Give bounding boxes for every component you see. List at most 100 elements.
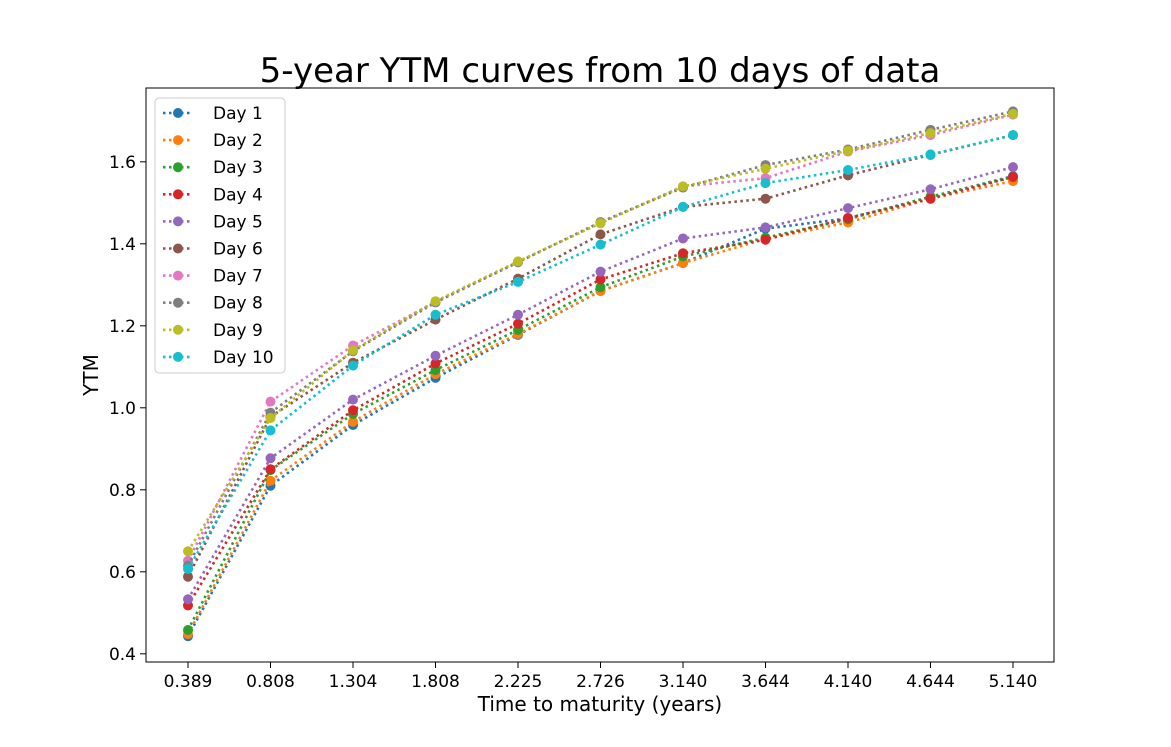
- legend-marker: [173, 243, 183, 254]
- x-tick-label: 0.808: [246, 672, 295, 692]
- data-point: [843, 145, 853, 156]
- chart-title: 5-year YTM curves from 10 days of data: [260, 51, 941, 91]
- data-point: [843, 212, 853, 223]
- data-point: [678, 248, 688, 259]
- series-9: [183, 108, 1018, 557]
- series-7: [183, 109, 1018, 566]
- series-line: [186, 112, 1014, 552]
- series-10: [183, 130, 1018, 574]
- data-point: [265, 425, 276, 436]
- legend-label: Day 10: [213, 348, 274, 368]
- data-point: [760, 193, 771, 204]
- series-line: [186, 175, 1014, 631]
- data-point: [760, 178, 771, 189]
- x-tick-label: 1.304: [329, 672, 378, 692]
- data-point: [595, 266, 606, 277]
- legend-marker: [173, 162, 183, 173]
- legend-item: Day 2: [163, 131, 263, 151]
- data-point: [348, 360, 358, 371]
- data-point: [348, 416, 358, 427]
- x-tick-label: 0.389: [164, 672, 213, 692]
- legend-label: Day 3: [213, 158, 263, 178]
- series-line: [186, 113, 1014, 562]
- data-point: [265, 413, 276, 424]
- x-tick-label: 2.726: [576, 672, 625, 692]
- data-point: [843, 165, 853, 175]
- series-line: [186, 133, 1014, 570]
- series-5: [183, 162, 1018, 605]
- data-point: [595, 229, 606, 240]
- x-tick-label: 4.140: [824, 672, 873, 692]
- x-tick-label: 3.644: [741, 672, 790, 692]
- data-point: [595, 218, 606, 229]
- data-point: [183, 571, 193, 582]
- data-point: [513, 276, 523, 287]
- data-point: [265, 464, 276, 475]
- data-point: [513, 309, 523, 320]
- data-point: [678, 201, 688, 212]
- data-point: [183, 546, 193, 557]
- legend-item: Day 10: [163, 348, 274, 368]
- data-point: [760, 163, 771, 174]
- y-axis-label: YTM: [79, 354, 103, 397]
- data-point: [843, 203, 853, 214]
- data-point: [430, 358, 441, 369]
- plot-layer: 0.389 0.808 1.304 1.808 2.225 2.726 3.140 3.644…: [109, 87, 1055, 692]
- series-line: [186, 110, 1014, 567]
- data-point: [513, 256, 523, 267]
- data-point: [348, 405, 358, 416]
- x-axis-label: Time to maturity (years): [477, 692, 722, 716]
- data-point: [265, 475, 276, 486]
- data-point: [183, 594, 193, 605]
- data-point: [183, 625, 193, 636]
- x-tick-label: 5.140: [989, 672, 1038, 692]
- data-point: [678, 233, 688, 244]
- legend-marker: [173, 351, 183, 362]
- data-point: [348, 394, 358, 405]
- legend-marker: [173, 108, 183, 118]
- data-point: [1008, 171, 1018, 182]
- legend-item: Day 1: [163, 104, 263, 124]
- legend-label: Day 5: [213, 212, 263, 232]
- legend-item: Day 7: [163, 267, 263, 287]
- data-point: [183, 563, 193, 574]
- data-point: [678, 181, 688, 192]
- legend-label: Day 6: [213, 240, 263, 260]
- y-tick-label: 0.4: [109, 645, 136, 665]
- legend-marker: [173, 324, 183, 335]
- y-tick-label: 1.4: [109, 235, 136, 255]
- legend-item: Day 6: [163, 240, 263, 260]
- x-tick-label: 3.140: [659, 672, 708, 692]
- data-point: [760, 234, 771, 245]
- legend-label: Day 2: [213, 131, 263, 151]
- legend-item: Day 4: [163, 185, 263, 205]
- data-point: [595, 282, 606, 293]
- legend-marker: [173, 135, 183, 146]
- y-tick-label: 0.8: [109, 481, 136, 501]
- legend-label: Day 8: [213, 294, 263, 314]
- data-point: [265, 396, 276, 407]
- data-point: [1008, 108, 1018, 119]
- data-point: [430, 350, 441, 361]
- legend-marker: [173, 189, 183, 200]
- data-point: [430, 309, 441, 320]
- data-point: [348, 345, 358, 356]
- data-point: [595, 274, 606, 285]
- series-line: [186, 179, 1014, 635]
- legend-item: Day 8: [163, 294, 263, 314]
- legend-item: Day 9: [163, 321, 263, 341]
- legend-item: Day 3: [163, 158, 263, 178]
- y-tick-label: 1.6: [109, 153, 136, 173]
- data-point: [265, 453, 276, 464]
- legend-label: Day 9: [213, 321, 263, 341]
- data-point: [925, 149, 936, 160]
- data-point: [1008, 162, 1018, 173]
- x-tick-label: 1.808: [411, 672, 460, 692]
- legend-item: Day 5: [163, 212, 263, 232]
- series-8: [183, 106, 1018, 571]
- data-point: [925, 128, 936, 139]
- data-point: [925, 193, 936, 204]
- legend-marker: [173, 270, 183, 281]
